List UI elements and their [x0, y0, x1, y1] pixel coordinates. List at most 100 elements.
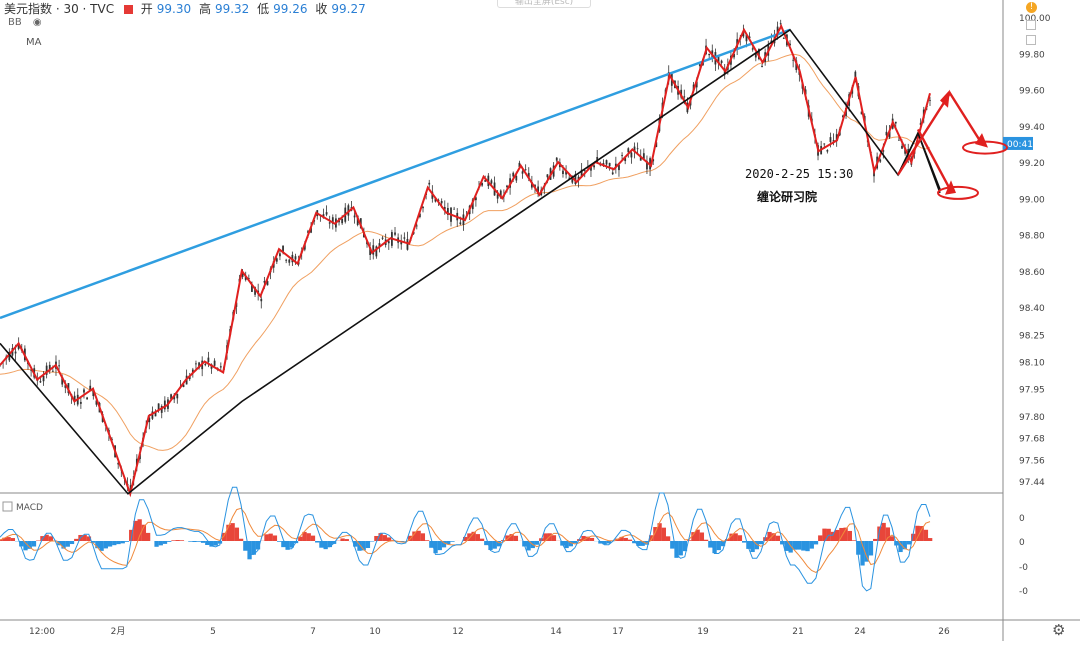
candle-body	[491, 180, 493, 183]
macd-histogram-bar	[590, 538, 594, 541]
macd-histogram-bar	[425, 540, 429, 541]
y-tick-label: 99.60	[1019, 87, 1045, 97]
projection-down-path	[918, 129, 950, 189]
candle-body	[547, 174, 549, 177]
macd-histogram-bar	[214, 541, 218, 546]
macd-histogram-bar	[882, 523, 886, 541]
low-label: 低	[257, 2, 269, 16]
candle-body	[341, 219, 343, 223]
macd-histogram-bar	[818, 535, 822, 541]
macd-histogram-bar	[628, 540, 632, 541]
macd-histogram-bar	[480, 539, 484, 541]
macd-histogram-bar	[869, 541, 873, 555]
macd-histogram-bar	[738, 535, 742, 541]
macd-histogram-bar	[112, 541, 116, 545]
macd-title: MACD	[16, 503, 43, 513]
candle-body	[898, 140, 900, 141]
flag-icon[interactable]	[124, 5, 133, 14]
macd-histogram-bar	[6, 537, 10, 541]
macd-histogram-bar	[74, 539, 78, 541]
macd-histogram-bar	[231, 523, 235, 541]
macd-histogram-bar	[687, 540, 691, 541]
candle-body	[879, 160, 881, 162]
high-label: 高	[199, 2, 211, 16]
macd-histogram-bar	[49, 536, 53, 541]
macd-histogram-bar	[66, 541, 70, 547]
black-zigzag	[0, 30, 940, 494]
macd-histogram-bar	[154, 541, 158, 547]
panel-toggle-icon[interactable]	[1026, 20, 1036, 30]
fullscreen-exit-hint[interactable]: 输出全屏(Esc)	[497, 0, 591, 8]
macd-histogram-bar	[125, 541, 129, 542]
candle-body	[207, 358, 209, 362]
macd-histogram-bar	[387, 537, 391, 541]
candle-body	[403, 237, 405, 238]
close-label: 收	[315, 2, 327, 16]
x-tick-label: 14	[550, 627, 562, 637]
candle-body	[612, 172, 614, 174]
candle-body	[556, 158, 558, 161]
macd-tick-label: -0	[1019, 563, 1028, 573]
macd-tick-label: -0	[1019, 587, 1028, 597]
candle-body	[683, 96, 685, 97]
macd-histogram-bar	[493, 541, 497, 549]
macd-histogram-bar	[700, 532, 704, 541]
x-tick-label: 2月	[111, 626, 126, 637]
indicator-bb-row[interactable]: BB ◉	[8, 17, 42, 28]
candle-body	[279, 253, 281, 256]
settings-gear-icon[interactable]: ⚙	[1052, 621, 1065, 639]
macd-histogram-bar	[277, 541, 281, 542]
candle-body	[823, 143, 825, 144]
macd-histogram-bar	[734, 533, 738, 541]
candle-body	[176, 394, 178, 398]
candle-body	[285, 260, 287, 261]
candle-body	[83, 389, 85, 392]
macd-histogram-bar	[116, 541, 120, 544]
macd-histogram-bar	[810, 541, 814, 549]
macd-histogram-bar	[476, 534, 480, 541]
y-tick-label: 98.10	[1019, 358, 1045, 368]
macd-histogram-bar	[307, 533, 311, 541]
macd-histogram-bar	[696, 530, 700, 541]
macd-histogram-bar	[340, 538, 344, 541]
panel-maximize-icon[interactable]	[1026, 35, 1036, 45]
macd-histogram-bar	[201, 541, 205, 543]
candle-body	[441, 201, 443, 203]
candle-body	[522, 171, 524, 173]
macd-histogram-bar	[886, 527, 890, 541]
candle-body	[428, 183, 430, 185]
candle-body	[86, 398, 88, 400]
macd-collapse-icon	[3, 502, 12, 511]
macd-histogram-bar	[235, 528, 239, 541]
candle-body	[631, 153, 633, 158]
warning-icon[interactable]: !	[1026, 2, 1037, 13]
eye-icon[interactable]: ◉	[33, 17, 42, 28]
macd-histogram-bar	[679, 541, 683, 555]
macd-histogram-bar	[514, 536, 518, 541]
macd-histogram-bar	[138, 519, 142, 541]
candle-body	[295, 256, 297, 259]
macd-histogram-bar	[121, 541, 125, 543]
macd-histogram-bar	[11, 538, 15, 541]
macd-histogram-bar	[776, 536, 780, 541]
macd-histogram-bar	[171, 540, 175, 541]
macd-histogram-bar	[662, 528, 666, 541]
macd-histogram-bar	[192, 541, 196, 542]
macd-histogram-bar	[243, 541, 247, 551]
macd-histogram-bar	[890, 536, 894, 541]
candle-body	[901, 146, 903, 149]
macd-histogram-bar	[920, 526, 924, 541]
candle-body	[388, 241, 390, 243]
close-value: 99.27	[331, 2, 365, 16]
candle-body	[329, 222, 331, 223]
macd-tick-label: 0	[1019, 538, 1025, 548]
candle-body	[826, 150, 828, 152]
candle-body	[708, 54, 710, 55]
macd-histogram-bar	[108, 541, 112, 547]
macd-histogram-bar	[104, 541, 108, 548]
macd-histogram-bar	[32, 541, 36, 547]
indicator-ma-label[interactable]: MA	[26, 37, 41, 48]
